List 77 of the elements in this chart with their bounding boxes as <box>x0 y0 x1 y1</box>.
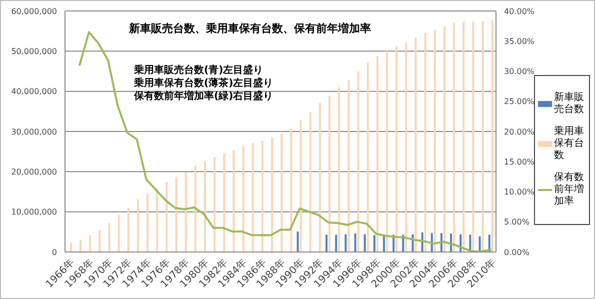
bar <box>318 102 321 252</box>
y-tick-label: 40,000,000 <box>11 87 57 96</box>
bar <box>127 208 130 252</box>
bar <box>434 30 436 252</box>
legend-label: 乗用車保有台数 <box>554 126 585 162</box>
bar <box>364 234 366 252</box>
bar <box>290 128 292 252</box>
bar <box>156 188 158 252</box>
y2-tick-label: 30.00% <box>504 67 535 76</box>
bar <box>252 143 254 252</box>
bar <box>491 20 494 252</box>
bar <box>462 22 465 252</box>
bar <box>309 112 312 252</box>
bar <box>478 236 481 252</box>
y-tick-label: 10,000,000 <box>11 208 57 217</box>
bar <box>376 56 378 252</box>
bar <box>373 235 376 252</box>
bar <box>280 134 283 252</box>
bar <box>146 193 149 252</box>
y2-tick-label: 5.00% <box>504 218 530 227</box>
y2-tick-label: 35.00% <box>504 36 535 46</box>
bar <box>396 46 398 252</box>
bar <box>326 234 328 252</box>
bar <box>405 42 408 252</box>
bar <box>382 236 385 252</box>
bar <box>166 182 168 252</box>
bar <box>194 166 196 252</box>
bar <box>348 80 350 252</box>
bar <box>89 235 92 252</box>
bar <box>328 96 331 252</box>
bar <box>108 223 110 252</box>
y2-tick-label: 15.00% <box>504 157 535 166</box>
y2-tick-label: 20.00% <box>504 127 535 136</box>
bar <box>453 23 456 252</box>
bar <box>354 234 356 252</box>
y-tick-label: 0 <box>52 248 57 257</box>
y2-tick-label: 10.00% <box>504 188 535 197</box>
y-tick-label: 20,000,000 <box>11 168 57 177</box>
legend-label: 保有数前年増加率 <box>554 172 585 208</box>
bar <box>118 215 120 252</box>
bar <box>357 71 360 252</box>
bar <box>70 242 72 252</box>
bar <box>98 230 101 252</box>
bar <box>223 154 226 252</box>
bar <box>472 21 474 252</box>
y-tick-label: 30,000,000 <box>11 127 57 136</box>
bar <box>184 172 187 252</box>
bar <box>300 120 302 252</box>
bar <box>271 138 274 252</box>
y2-tick-label: 25.00% <box>504 97 535 106</box>
bar <box>386 50 388 252</box>
y-tick-label: 50,000,000 <box>11 47 57 56</box>
y2-tick-label: 40.00% <box>504 6 535 16</box>
text: 新車販売台数、乗用車保有台数、保有前年増加率 <box>129 21 371 36</box>
bar <box>338 87 340 252</box>
bar <box>204 160 206 252</box>
annotation: 保有数前年増加率(緑)右目盛り <box>134 89 274 103</box>
bar <box>79 240 82 252</box>
bar <box>366 62 369 252</box>
y-tick-label: 60,000,000 <box>11 6 57 16</box>
bar <box>482 21 484 252</box>
bar <box>344 234 347 252</box>
bar <box>214 157 216 252</box>
bar <box>443 26 446 252</box>
annotation: 乗用車保有台数(薄茶)左目盛り <box>134 76 274 90</box>
bar <box>296 232 299 252</box>
bar <box>335 234 338 252</box>
annotation: 乗用車販売台数(青)左目盛り <box>134 64 264 77</box>
bar <box>232 150 235 252</box>
y2-tick-label: 0.00% <box>504 248 530 257</box>
legend-label: 新車販売台数 <box>554 92 585 116</box>
bar <box>136 199 139 252</box>
bar <box>242 146 244 252</box>
bar <box>261 140 264 252</box>
bar <box>424 33 426 252</box>
bar <box>175 178 178 252</box>
bar <box>414 38 417 252</box>
